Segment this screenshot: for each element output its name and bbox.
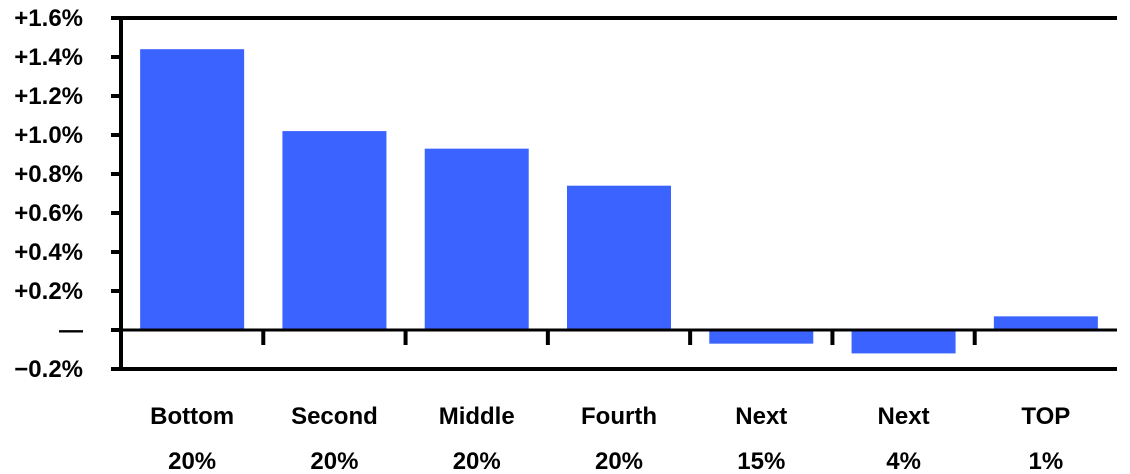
y-axis-ticks: −0.2% — +0.2% +0.4% +0.6% +0.8% +1.0% +1.2% +1.4… (14, 5, 121, 383)
category-label-line2: 15% (737, 448, 785, 474)
bar (851, 330, 956, 354)
y-tick-label: +1.4% (14, 44, 83, 71)
category-label-line2: 1% (1029, 448, 1064, 474)
y-tick-label: +0.4% (14, 239, 83, 266)
y-tick-label: +1.0% (14, 122, 83, 149)
y-tick-label: — (59, 317, 83, 344)
y-tick-label: +1.2% (14, 83, 83, 110)
category-label-line1: Fourth (581, 403, 657, 430)
x-axis-ticks (261, 330, 977, 345)
category-label-line1: Next (878, 403, 930, 430)
y-tick-label: +0.8% (14, 161, 83, 188)
bar (709, 330, 814, 344)
y-tick-label: −0.2% (14, 356, 83, 383)
category-label-line1: Next (735, 403, 787, 430)
bar (282, 131, 387, 330)
bar (567, 185, 671, 330)
category-label-line1: Second (291, 403, 378, 430)
category-label-line2: 4% (886, 448, 921, 474)
y-tick-label: +0.2% (14, 278, 83, 305)
bar (993, 316, 1098, 330)
y-tick-label: +1.6% (14, 5, 83, 32)
category-label-line1: Middle (439, 403, 515, 430)
category-label-line2: 20% (595, 448, 643, 474)
category-label-line2: 20% (168, 448, 216, 474)
category-label-line2: 20% (310, 448, 358, 474)
bar (424, 148, 529, 330)
category-label-line1: Bottom (150, 403, 234, 430)
bars (140, 49, 1098, 354)
y-tick-label: +0.6% (14, 200, 83, 227)
category-label-line2: 20% (453, 448, 501, 474)
category-label-line1: TOP (1021, 403, 1070, 430)
category-labels: Bottom 20% Second 20% Middle 20% Fourth 20% Next… (150, 403, 1070, 474)
axes (119, 16, 1117, 371)
bar (140, 49, 245, 330)
